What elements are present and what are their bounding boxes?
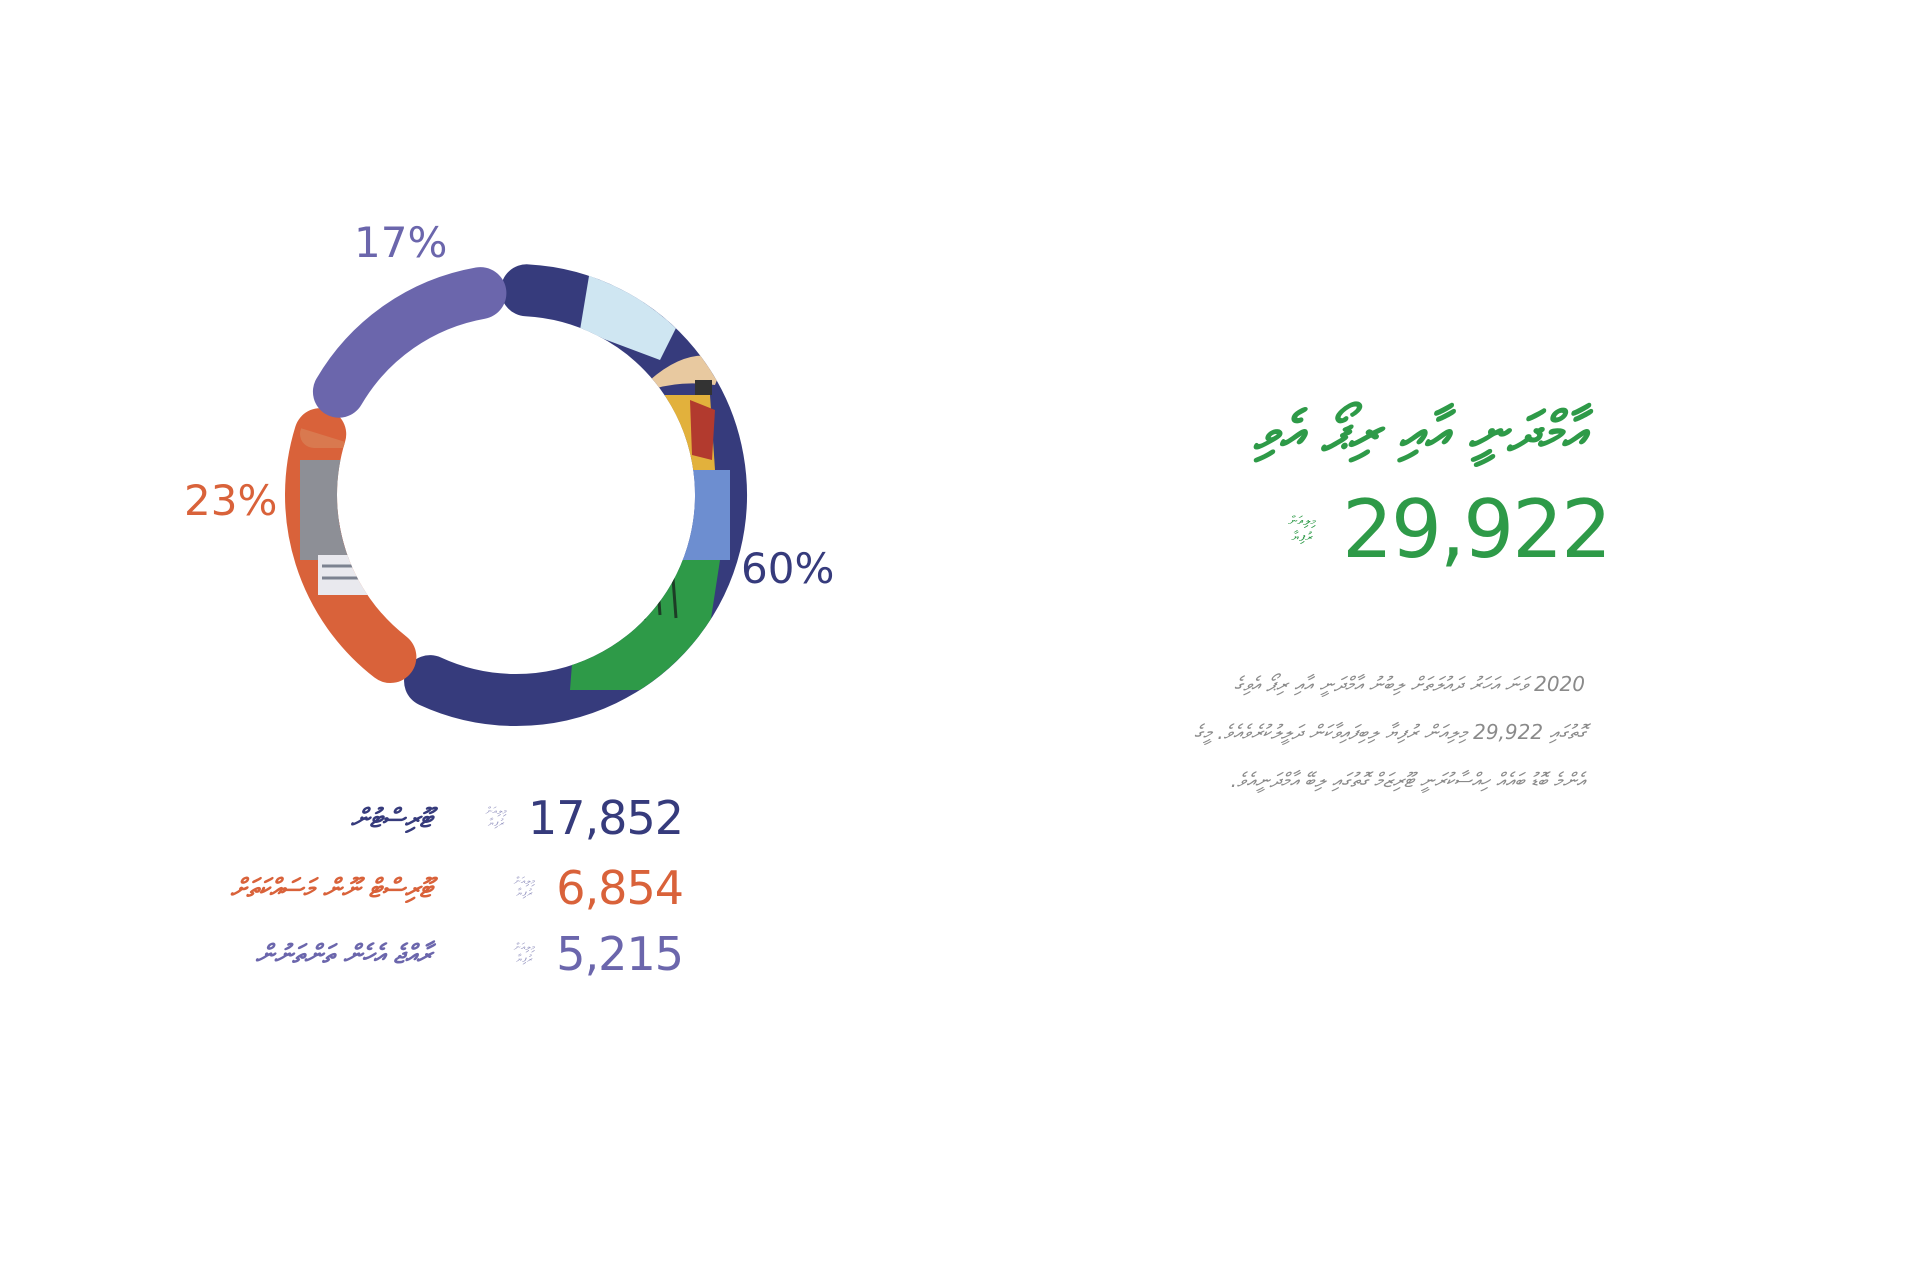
legend-unit: މިލިއަން ރުފިޔާ (485, 806, 507, 829)
total-value: 29,922 (1342, 483, 1612, 576)
legend-row-tourism: މިލިއަން ރުފިޔާ 17,852 (476, 788, 684, 848)
building-illustration (300, 460, 350, 560)
camera-illustration (695, 380, 712, 395)
headline: އާމްދަނީ އާއި ރިޕޯ އެވި (1253, 400, 1585, 463)
tourism-illustration (570, 270, 730, 690)
legend-label-other: ރާއްޖެ އެހެން ތަންތަނުން (255, 940, 432, 970)
legend-value: 5,215 (556, 927, 684, 981)
total-unit: މިލިއަން ރުފިޔާ (1288, 514, 1316, 545)
legend-value: 17,852 (528, 791, 684, 845)
legend-label-non-tourism: ޓޫރިސްޓް ނޫން މަސައްކަތަށް (230, 874, 432, 904)
percent-label-other: 17% (354, 218, 448, 267)
traveler-jacket-illustration (690, 400, 715, 460)
legend-value: 6,854 (556, 861, 684, 915)
legend-unit: މިލިއަން ރުފިޔާ (513, 942, 535, 965)
percent-label-tourism: 60% (741, 544, 835, 593)
legend-row-non-tourism: މިލިއަން ރުފިޔާ 6,854 (504, 858, 684, 918)
plants-illustration (570, 560, 720, 690)
boat-illustration (318, 555, 407, 595)
percent-label-non-tourism: 23% (184, 476, 278, 525)
body-text: 2020 ވަނަ އަހަރު ދައުލަތަށް ލިބުނު އާމްދ… (1193, 672, 1585, 792)
legend-unit: މިލިއަން ރުފިޔާ (513, 876, 535, 899)
donut-segment-2 (312, 267, 507, 418)
total-row: މިލިއަން ރުފިޔާ 29,922 (1276, 483, 1612, 576)
water-illustration (650, 470, 730, 560)
legend-row-other: މިލިއަން ރުފިޔާ 5,215 (504, 924, 684, 984)
legend-label-tourism: ޓޫރިސްޓުން (350, 804, 432, 834)
